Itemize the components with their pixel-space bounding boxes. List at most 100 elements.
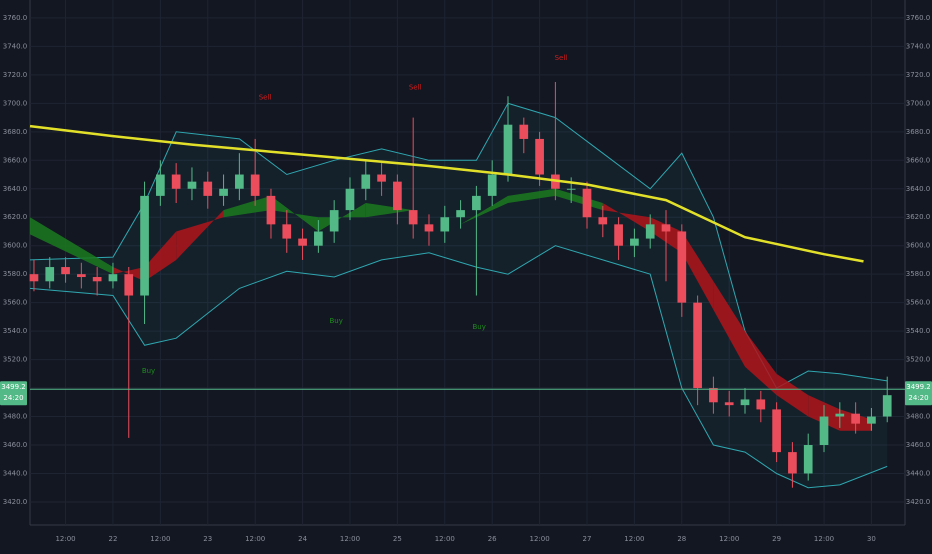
y-tick-label: 3560.0 (906, 299, 931, 307)
y-tick-label: 3540.0 (906, 327, 931, 335)
y-tick-label: 3460.0 (906, 441, 931, 449)
ribbon-segment (713, 281, 746, 367)
x-tick-label: 12:00 (55, 535, 75, 543)
moving-average (29, 124, 864, 263)
ribbon-segment (176, 210, 224, 260)
candle-body (171, 174, 181, 189)
x-tick-label: 22 (108, 535, 117, 543)
candle-body (519, 124, 529, 139)
y-tick-label: 3480.0 (3, 413, 28, 421)
band-fill (30, 103, 888, 488)
signal-label: Buy (472, 323, 485, 331)
y-tick-label: 3620.0 (906, 213, 931, 221)
candle-body (219, 188, 228, 196)
countdown-label: 24:20 (908, 394, 928, 402)
ribbon-segment (681, 231, 714, 310)
y-tick-label: 3460.0 (3, 441, 28, 449)
ribbon-segment (460, 195, 508, 225)
candle-body (598, 217, 608, 225)
y-tick-label: 3420.0 (906, 498, 931, 506)
y-tick-label: 3700.0 (906, 99, 931, 107)
x-tick-label: 29 (772, 535, 781, 543)
x-tick-label: 12:00 (340, 535, 360, 543)
ribbon-segment (365, 202, 414, 218)
candle-body (329, 210, 339, 232)
last-price-label: 3499.2 (1, 383, 26, 391)
price-label-box (905, 381, 932, 406)
y-tick-label: 3580.0 (3, 270, 28, 278)
signal-label: Sell (409, 84, 422, 92)
ribbon-segment (602, 202, 651, 232)
y-tick-label: 3580.0 (906, 270, 931, 278)
candle-body (709, 388, 718, 403)
last-price-label: 3499.2 (906, 383, 931, 391)
candle-body (503, 124, 513, 175)
candle-body (677, 231, 687, 303)
candle-body (456, 210, 465, 218)
candle-body (45, 267, 55, 282)
candle-body (756, 399, 766, 410)
y-tick-label: 3600.0 (906, 242, 931, 250)
candle-body (77, 274, 86, 278)
x-tick-label: 12:00 (814, 535, 834, 543)
ribbon-segment (776, 373, 809, 417)
y-tick-label: 3640.0 (3, 185, 28, 193)
candle-body (440, 217, 450, 232)
ribbon-segment (507, 188, 556, 203)
y-tick-label: 3680.0 (3, 128, 28, 136)
candle-body (61, 267, 70, 275)
y-tick-label: 3520.0 (906, 356, 931, 364)
candle-body (140, 195, 149, 296)
y-tick-label: 3600.0 (3, 242, 28, 250)
x-tick-label: 27 (583, 535, 592, 543)
candle-body (29, 274, 39, 282)
band-lower (29, 245, 888, 489)
x-tick-label: 25 (393, 535, 402, 543)
y-tick-label: 3420.0 (3, 498, 28, 506)
y-tick-label: 3480.0 (906, 413, 931, 421)
y-tick-label: 3760.0 (3, 14, 28, 22)
candle-body (92, 277, 102, 282)
y-tick-label: 3720.0 (906, 71, 931, 79)
candle-body (851, 413, 860, 424)
ribbon-segment (318, 202, 366, 232)
x-tick-label: 24 (298, 535, 307, 543)
x-tick-label: 28 (677, 535, 686, 543)
candle-body (535, 138, 544, 175)
y-tick-label: 3540.0 (3, 327, 28, 335)
y-tick-label: 3740.0 (906, 42, 931, 50)
candle-body (882, 395, 892, 417)
candle-body (661, 224, 671, 232)
candle-body (393, 181, 402, 211)
candle-body (187, 181, 197, 189)
signal-label: Buy (329, 317, 342, 325)
candle-body (156, 174, 165, 196)
candle-body (298, 238, 307, 246)
signal-label: Sell (259, 94, 272, 102)
candle-body (108, 274, 118, 282)
x-tick-label: 26 (488, 535, 497, 543)
y-tick-label: 3680.0 (906, 128, 931, 136)
y-tick-label: 3520.0 (3, 356, 28, 364)
ribbon-segment (745, 331, 777, 396)
candle-body (803, 444, 813, 474)
candle-body (693, 302, 702, 389)
candle-body (203, 181, 213, 196)
candle-body (282, 224, 292, 239)
candle-body (645, 224, 655, 239)
y-tick-label: 3440.0 (3, 469, 28, 477)
candle-body (582, 188, 592, 218)
x-tick-label: 12:00 (719, 535, 739, 543)
candle-body (867, 416, 876, 424)
candle-body (235, 174, 244, 189)
y-tick-label: 3660.0 (3, 156, 28, 164)
candle-body (314, 231, 323, 246)
signal-label: Buy (142, 367, 155, 375)
candle-body (487, 174, 497, 196)
x-tick-label: 12:00 (245, 535, 265, 543)
y-tick-label: 3560.0 (3, 299, 28, 307)
candle-body (835, 413, 845, 417)
candle-body (819, 416, 829, 445)
